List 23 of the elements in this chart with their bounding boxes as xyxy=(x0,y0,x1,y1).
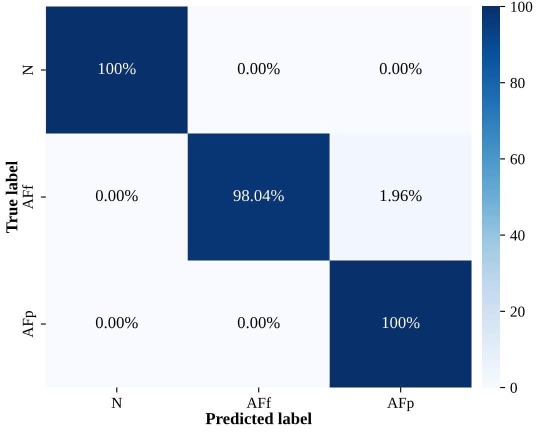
data-label: 0.00% xyxy=(238,316,280,328)
data-label: 100% xyxy=(98,62,136,74)
y-axis-title: True label xyxy=(6,161,18,233)
y-tick-label: AFp xyxy=(22,311,36,338)
color-bar-label: 80 xyxy=(510,78,525,88)
data-label: 0.00% xyxy=(96,316,138,328)
color-bar-label: 40 xyxy=(510,230,525,241)
x-tick-label: AFf xyxy=(246,397,272,408)
y-tick-label: N xyxy=(22,64,33,76)
data-label: 98.04% xyxy=(234,190,284,202)
data-label: 0.00% xyxy=(96,190,138,202)
data-label: 1.96% xyxy=(380,190,422,202)
data-label: 0.00% xyxy=(238,62,280,74)
color-bar-label: 0 xyxy=(510,382,517,393)
x-axis-title: Predicted label xyxy=(206,412,312,424)
color-bar-label: 100 xyxy=(511,2,532,12)
y-tick-label: AFf xyxy=(22,184,33,210)
color-bar-label: 60 xyxy=(510,154,525,164)
color-bar-label: 20 xyxy=(510,306,525,317)
data-label: 0.00% xyxy=(380,62,422,74)
data-label: 100% xyxy=(382,316,420,328)
x-tick-label: AFp xyxy=(387,398,414,412)
x-tick-label: N xyxy=(112,398,122,408)
